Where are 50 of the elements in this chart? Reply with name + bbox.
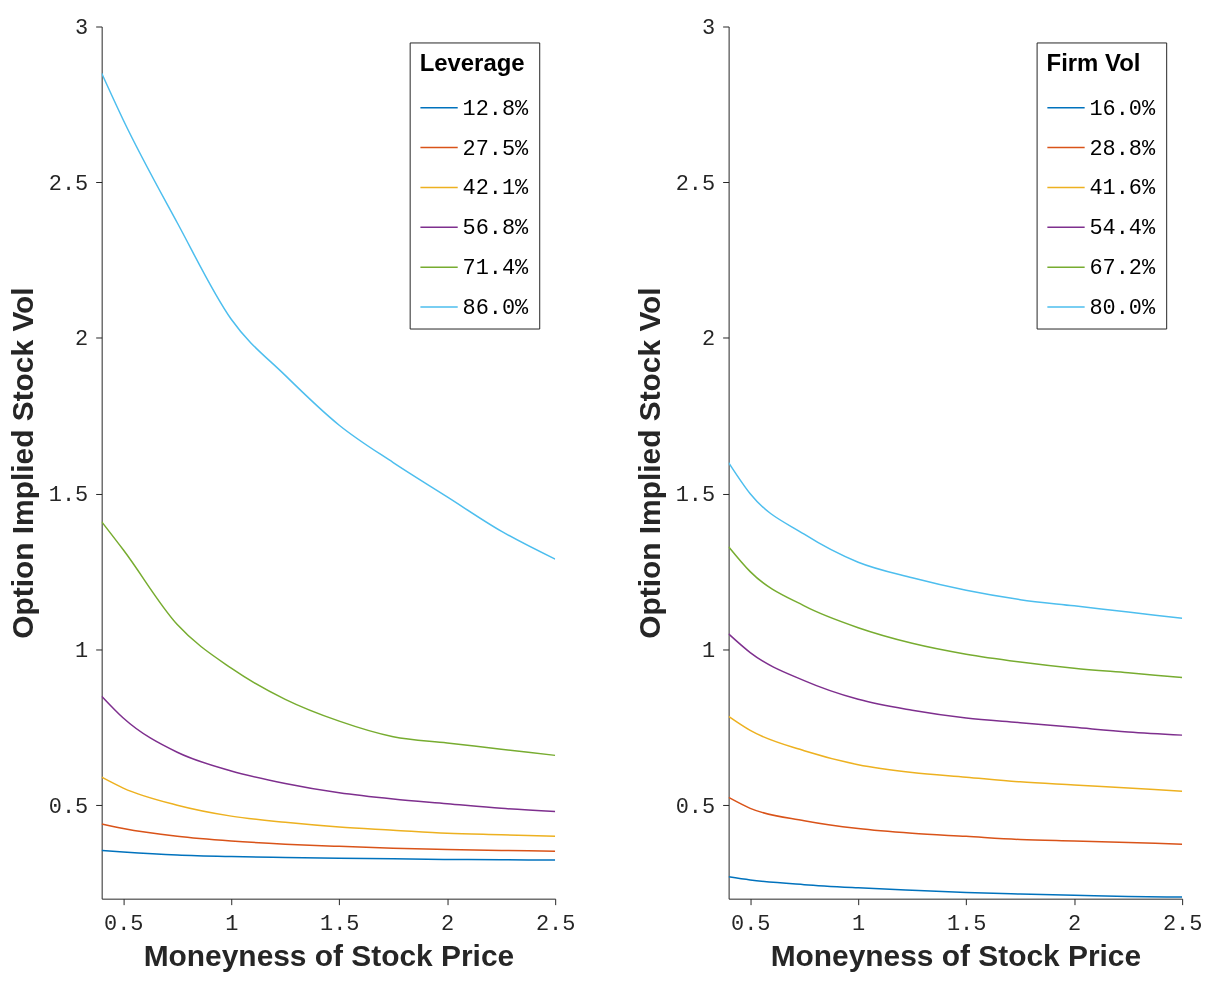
legend-title: Leverage [419, 49, 525, 77]
y-tick-label: 1.5 [675, 483, 716, 509]
x-tick-label: 2 [441, 912, 455, 938]
y-tick-label: 0.5 [48, 794, 89, 820]
line-series [728, 461, 1183, 620]
legend-label: 86.0% [462, 296, 530, 322]
line-series [101, 849, 556, 861]
line-series [728, 715, 1183, 792]
x-tick-label: 2.5 [1162, 912, 1203, 938]
y-tick-label: 0.5 [675, 794, 716, 820]
legend-label: 54.4% [1089, 216, 1157, 242]
y-tick-label: 1.5 [48, 483, 89, 509]
line-series [101, 776, 556, 838]
y-tick-label: 3 [702, 15, 716, 41]
line-series [101, 823, 556, 853]
x-tick-label: 2.5 [535, 912, 576, 938]
x-tick-label: 1 [225, 912, 239, 938]
legend-label: 28.8% [1089, 136, 1157, 162]
y-axis-title: Option Implied Stock Vol [5, 287, 39, 639]
legend-label: 12.8% [462, 96, 530, 122]
legend-label: 56.8% [462, 216, 530, 242]
x-tick-label: 1 [852, 912, 866, 938]
x-tick-label: 0.5 [104, 912, 144, 938]
x-axis-title: Moneyness of Stock Price [770, 938, 1142, 972]
line-series [101, 695, 556, 813]
line-series [728, 545, 1183, 679]
legend-label: 16.0% [1089, 96, 1157, 122]
line-series [728, 796, 1183, 845]
legend-label: 67.2% [1089, 256, 1157, 282]
x-tick-label: 2 [1068, 912, 1082, 938]
y-tick-label: 2.5 [675, 171, 716, 197]
legend-label: 41.6% [1089, 176, 1157, 202]
x-tick-label: 1.5 [319, 912, 360, 938]
x-axis-title: Moneyness of Stock Price [143, 938, 515, 972]
y-tick-label: 3 [75, 15, 89, 41]
line-series [728, 633, 1183, 736]
y-axis-title: Option Implied Stock Vol [632, 287, 666, 639]
legend-label: 80.0% [1089, 296, 1157, 322]
legend-title: Firm Vol [1046, 49, 1141, 77]
x-tick-label: 0.5 [730, 912, 771, 938]
y-tick-label: 2 [75, 327, 89, 353]
y-tick-label: 2 [702, 327, 716, 353]
y-tick-label: 2.5 [48, 171, 89, 197]
y-tick-label: 1 [75, 638, 89, 664]
y-tick-label: 1 [702, 638, 716, 664]
legend-label: 71.4% [462, 256, 530, 282]
legend-label: 27.5% [462, 136, 530, 162]
legend-label: 42.1% [462, 176, 530, 202]
line-series [101, 521, 556, 757]
x-tick-label: 1.5 [946, 912, 987, 938]
